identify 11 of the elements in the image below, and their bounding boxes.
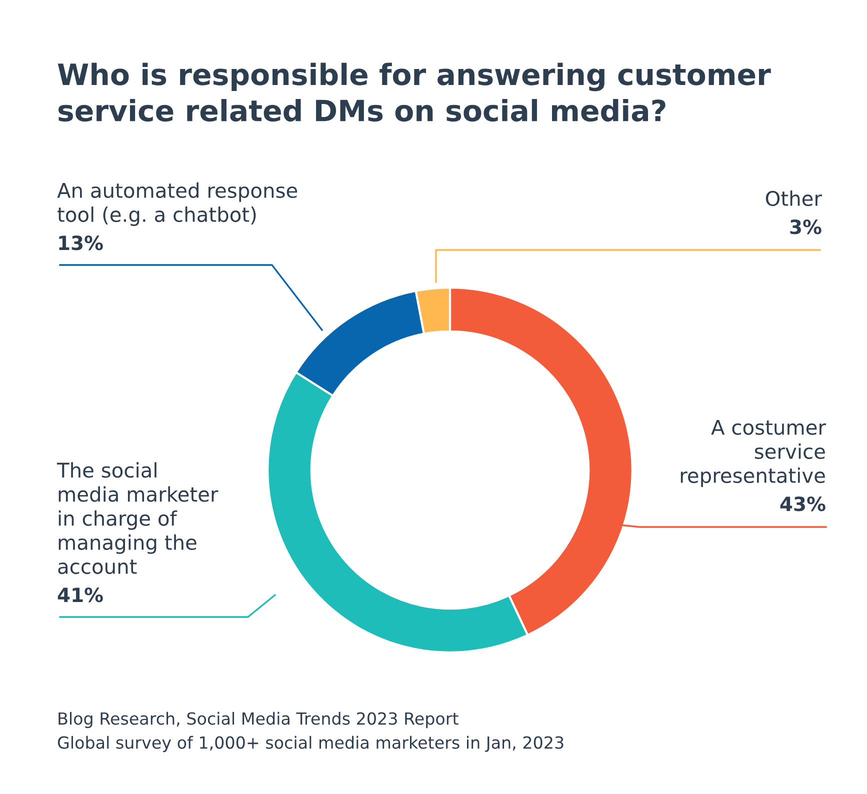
- data-label: 41%: [58, 588, 103, 602]
- slice-label: The social media marketer in charge of managing the account: [56, 462, 218, 574]
- data-label: 13%: [59, 236, 103, 250]
- text: Global survey of 1,000+ social media marketers in Jan, 2023: [58, 736, 564, 752]
- slice-label: An automated response tool (e.g. a chatbot): [57, 182, 298, 226]
- slice-label: A costumer service representative: [680, 420, 826, 487]
- text: Blog Research, Social Media Trends 2023 Report: [58, 712, 458, 728]
- data-label: 43%: [780, 496, 826, 512]
- data-label: 3%: [790, 220, 822, 234]
- chart-title: Who is responsible for answering customer service related DMs on social media?: [58, 62, 771, 122]
- slice-label: Other: [766, 190, 822, 206]
